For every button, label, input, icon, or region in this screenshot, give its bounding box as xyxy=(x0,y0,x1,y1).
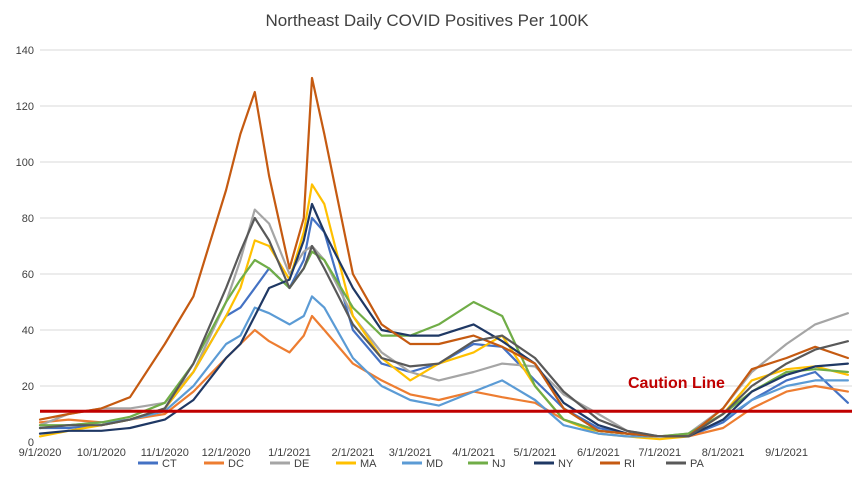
caution-line-label: Caution Line xyxy=(628,375,725,392)
x-tick-label: 9/1/2020 xyxy=(19,447,62,459)
legend-label-ny: NY xyxy=(558,458,574,470)
x-tick-label: 4/1/2021 xyxy=(452,447,495,459)
chart-title: Northeast Daily COVID Positives Per 100K xyxy=(265,11,589,30)
x-tick-label: 5/1/2021 xyxy=(514,447,557,459)
x-tick-label: 6/1/2021 xyxy=(577,447,620,459)
series-layer xyxy=(38,76,850,441)
legend-label-pa: PA xyxy=(690,458,705,470)
x-tick-label: 3/1/2021 xyxy=(389,447,432,459)
legend-label-ri: RI xyxy=(624,458,635,470)
grid-layer xyxy=(40,49,852,387)
x-tick-label: 12/1/2020 xyxy=(202,447,251,459)
y-tick-label: 100 xyxy=(16,157,34,169)
x-tick-label: 2/1/2021 xyxy=(332,447,375,459)
y-tick-label: 20 xyxy=(22,381,34,393)
y-tick-label: 40 xyxy=(22,325,34,337)
series-line-ri xyxy=(38,76,850,438)
x-tick-label: 7/1/2021 xyxy=(638,447,681,459)
y-tick-label: 80 xyxy=(22,213,34,225)
legend-label-md: MD xyxy=(426,458,443,470)
caution-line-group: Caution Line xyxy=(40,375,852,413)
legend-label-ct: CT xyxy=(162,458,177,470)
x-tick-label: 9/1/2021 xyxy=(765,447,808,459)
y-tick-label: 120 xyxy=(16,101,34,113)
y-tick-label: 0 xyxy=(28,437,34,449)
legend-label-nj: NJ xyxy=(492,458,505,470)
series-line-pa xyxy=(38,216,850,438)
legend-label-ma: MA xyxy=(360,458,377,470)
series-line-ma xyxy=(38,183,850,441)
x-tick-label: 1/1/2021 xyxy=(268,447,311,459)
y-axis: 0 20 40 60 80 100 120 140 xyxy=(16,45,34,449)
y-tick-label: 60 xyxy=(22,269,34,281)
legend: CT DC DE MA MD NJ NY RI PA xyxy=(138,458,705,470)
x-tick-label: 11/1/2020 xyxy=(141,447,189,459)
y-tick-label: 140 xyxy=(16,45,34,57)
x-tick-label: 10/1/2020 xyxy=(77,447,126,459)
legend-label-de: DE xyxy=(294,458,309,470)
x-tick-label: 8/1/2021 xyxy=(702,447,745,459)
x-axis: 9/1/2020 10/1/2020 11/1/2020 12/1/2020 1/1/2… xyxy=(19,447,808,459)
legend-label-dc: DC xyxy=(228,458,244,470)
